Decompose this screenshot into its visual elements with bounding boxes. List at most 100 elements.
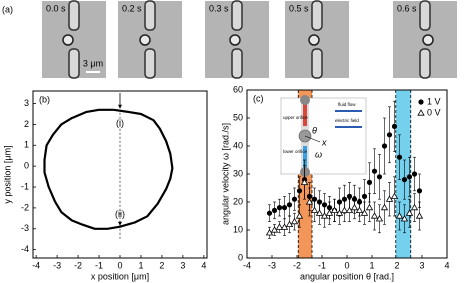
y-tick-label: -4 bbox=[21, 244, 29, 254]
point bbox=[401, 177, 408, 183]
arrow-head bbox=[118, 104, 122, 109]
frame-time: 0.0 s bbox=[46, 3, 66, 13]
x-tick-label: -1 bbox=[95, 260, 103, 270]
y-tick-label: 0 bbox=[238, 252, 243, 262]
panel-label: (c) bbox=[253, 93, 264, 103]
panel-label: (b) bbox=[39, 94, 50, 104]
electrode bbox=[231, 48, 243, 79]
orifice-lower bbox=[303, 146, 307, 168]
point bbox=[305, 198, 314, 205]
x-tick-label: 3 bbox=[419, 260, 424, 270]
point bbox=[271, 207, 278, 213]
point bbox=[291, 196, 298, 202]
y-tick-label: 40 bbox=[233, 140, 243, 150]
point bbox=[371, 168, 378, 174]
x-tick-label: -4 bbox=[243, 260, 251, 270]
plot-frame bbox=[246, 89, 448, 259]
particle bbox=[229, 34, 241, 46]
particle bbox=[62, 34, 74, 46]
y-tick-label: 10 bbox=[233, 224, 243, 234]
point bbox=[410, 203, 419, 211]
x-tick-label: -3 bbox=[53, 260, 61, 270]
x-tick-label: 0 bbox=[117, 260, 122, 270]
y-tick-label: 30 bbox=[233, 168, 243, 178]
x-tick-label: -2 bbox=[74, 260, 82, 270]
point bbox=[405, 209, 414, 216]
electrode bbox=[68, 0, 80, 31]
point bbox=[276, 205, 283, 211]
point bbox=[418, 99, 424, 105]
electrode bbox=[144, 0, 156, 31]
electrode bbox=[144, 48, 156, 79]
frame-time: 0.5 s bbox=[289, 3, 309, 13]
point bbox=[275, 223, 284, 230]
inset-label: x bbox=[321, 137, 327, 147]
point bbox=[381, 143, 388, 149]
electrode bbox=[231, 0, 243, 31]
inset-label: electric field bbox=[335, 118, 359, 123]
electrode bbox=[419, 48, 431, 79]
frame-time: 0.2 s bbox=[122, 3, 142, 13]
point bbox=[411, 171, 418, 177]
y-tick-label: 1 bbox=[24, 140, 29, 150]
trajectory bbox=[43, 108, 174, 230]
particle bbox=[422, 34, 434, 46]
electrode bbox=[419, 0, 431, 31]
x-axis-label: x position [μm] bbox=[91, 271, 149, 281]
particle bbox=[139, 34, 151, 46]
inset-label: fluid flow bbox=[338, 102, 356, 107]
x-tick-label: 0 bbox=[344, 260, 349, 270]
x-tick-label: 2 bbox=[394, 260, 399, 270]
point bbox=[417, 109, 425, 116]
y-axis-label: angular velocity ω [rad./s] bbox=[220, 123, 230, 225]
point bbox=[390, 192, 399, 199]
inset-label: θ bbox=[312, 125, 317, 135]
y-tick-label: 60 bbox=[233, 84, 243, 94]
inset-label: lower orifice bbox=[283, 149, 308, 154]
point bbox=[380, 203, 389, 211]
x-tick-label: -4 bbox=[32, 260, 40, 270]
x-tick-label: -1 bbox=[318, 260, 326, 270]
point bbox=[315, 209, 324, 216]
legend-item: 0 V bbox=[417, 107, 441, 117]
point bbox=[386, 132, 393, 138]
frame-time: 0.6 s bbox=[397, 3, 417, 13]
y-tick-label: 50 bbox=[233, 112, 243, 122]
x-tick-label: -2 bbox=[293, 260, 301, 270]
y-tick-label: -1 bbox=[21, 181, 29, 191]
point bbox=[295, 212, 304, 219]
point bbox=[360, 209, 369, 216]
y-tick-label: 2 bbox=[24, 119, 29, 129]
frame-time: 0.3 s bbox=[209, 3, 229, 13]
panel-label: (a) bbox=[2, 4, 13, 14]
point bbox=[361, 193, 368, 199]
y-tick-label: 0 bbox=[24, 161, 29, 171]
scale-bar-label: 3 μm bbox=[83, 58, 103, 68]
point bbox=[350, 203, 359, 211]
point bbox=[340, 206, 349, 213]
arrow-head bbox=[118, 221, 122, 226]
point bbox=[415, 212, 424, 219]
point bbox=[286, 202, 293, 208]
point bbox=[330, 206, 339, 213]
plot-frame bbox=[32, 90, 208, 259]
point bbox=[370, 212, 379, 219]
point bbox=[300, 178, 309, 185]
x-tick-label: 2 bbox=[159, 260, 164, 270]
annotation: (ii) bbox=[115, 209, 125, 219]
x-tick-label: 4 bbox=[201, 260, 206, 270]
point bbox=[290, 217, 299, 225]
y-tick-label: -2 bbox=[21, 202, 29, 212]
electrode bbox=[311, 0, 323, 31]
point bbox=[391, 123, 398, 129]
y-tick-label: -3 bbox=[21, 223, 29, 233]
legend-item: 1 V bbox=[418, 96, 441, 106]
point bbox=[355, 206, 364, 213]
electrode-tip bbox=[300, 167, 310, 177]
point bbox=[395, 212, 404, 219]
point bbox=[376, 174, 383, 180]
axis-arrow bbox=[304, 135, 321, 143]
legend-label: 1 V bbox=[427, 96, 441, 106]
point bbox=[281, 205, 288, 211]
